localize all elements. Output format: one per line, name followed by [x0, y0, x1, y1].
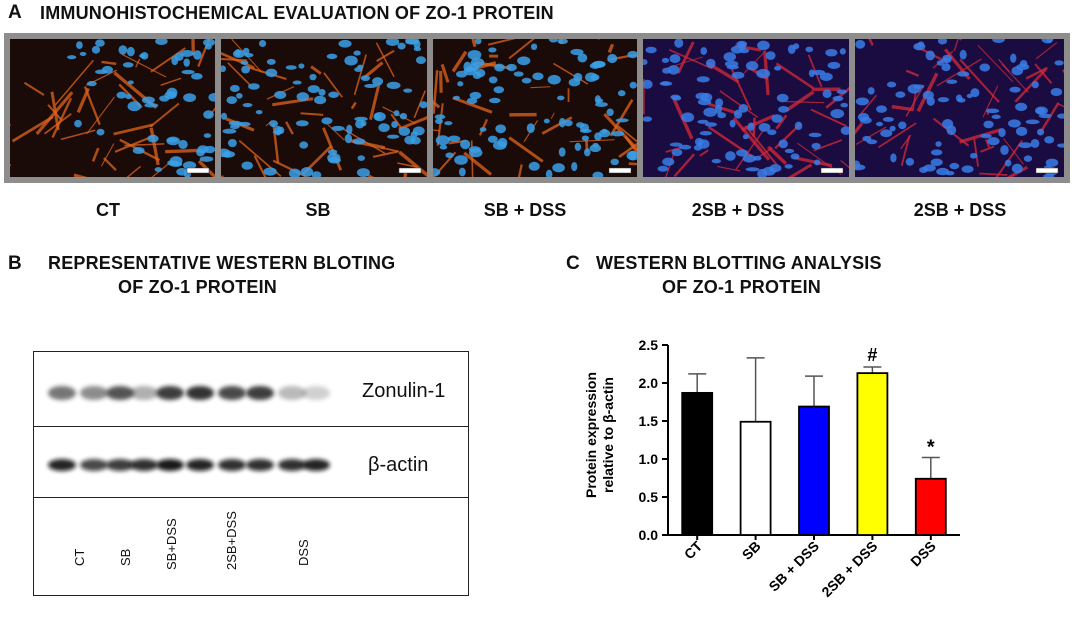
lane-label-sb: SB [118, 548, 133, 566]
bar-2sb-dss [856, 372, 889, 536]
x-tick-label: SB + DSS [765, 538, 822, 595]
y-axis-label-line2: relative to β-actin [600, 377, 616, 493]
micrograph-sb [221, 39, 427, 177]
panel-b-title-line1: REPRESENTATIVE WESTERN BLOTING [48, 253, 396, 273]
micrograph-label-sb-dss: SB + DSS [483, 200, 567, 220]
micrograph-ct [10, 39, 215, 177]
panel-c-title-line2: OF ZO-1 PROTEIN [662, 277, 822, 297]
bar-sb-dss [798, 405, 830, 536]
micrograph-label-2sb-dss-1: 2SB + DSS [691, 200, 785, 220]
micrograph-label-2sb-dss-2: 2SB + DSS [913, 200, 1007, 220]
x-tick-label: CT [681, 537, 706, 562]
bar-ct [681, 391, 714, 536]
panel-b-letter: B [8, 253, 22, 274]
micrograph-drawing [433, 39, 637, 177]
y-tick-label: 1.0 [639, 451, 659, 467]
panel-a-title: IMMUNOHISTOCHEMICAL EVALUATION OF ZO-1 P… [40, 3, 554, 23]
lane-label-dss: DSS [296, 539, 311, 566]
x-tick-label: SB [739, 538, 764, 563]
micrograph-drawing [643, 39, 849, 177]
bar-chart: Protein expression relative to β-actin 0… [583, 337, 960, 600]
panel-a-letter: A [8, 2, 22, 23]
micrograph-2sb-dss-2 [855, 39, 1064, 177]
x-tick-label: DSS [907, 538, 939, 570]
y-axis-label-line1: Protein expression [583, 372, 599, 498]
micrograph-2sb-dss-1 [643, 39, 849, 177]
band-label-zonulin: Zonulin-1 [362, 380, 446, 402]
y-tick-label: 2.0 [639, 375, 659, 391]
micrograph-label-ct: CT [96, 200, 120, 220]
panel-c-title-line1: WESTERN BLOTTING ANALYSIS [596, 253, 882, 273]
western-blot-image: Zonulin-1 β-actin CT SB SB+DSS 2SB+DSS D… [33, 351, 469, 596]
lane-label-sb-dss: SB+DSS [164, 518, 179, 570]
significance-marker: # [867, 345, 877, 365]
y-tick-label: 0.0 [639, 527, 659, 543]
x-tick-label: 2SB + DSS [818, 538, 880, 600]
lane-label-2sb-dss: 2SB+DSS [224, 511, 239, 570]
micrograph-drawing [855, 39, 1064, 177]
significance-marker: * [927, 436, 935, 458]
panel-b-title-line2: OF ZO-1 PROTEIN [118, 277, 278, 297]
micrograph-label-sb: SB [305, 200, 331, 220]
y-tick-label: 0.5 [639, 489, 659, 505]
micrograph-drawing [221, 39, 427, 177]
panel-c-letter: C [566, 253, 580, 274]
blot-bands [48, 386, 330, 471]
bar-dss [914, 477, 947, 536]
y-tick-label: 2.5 [639, 337, 659, 353]
y-tick-label: 1.5 [639, 413, 659, 429]
blot-divider [34, 426, 468, 427]
micrograph-sb-dss [433, 39, 637, 177]
band-label-actin: β-actin [368, 454, 429, 476]
micrograph-strip [4, 33, 1070, 183]
bar-sb [739, 420, 772, 536]
blot-divider [34, 497, 468, 498]
micrograph-drawing [10, 39, 215, 177]
lane-label-ct: CT [72, 548, 87, 566]
